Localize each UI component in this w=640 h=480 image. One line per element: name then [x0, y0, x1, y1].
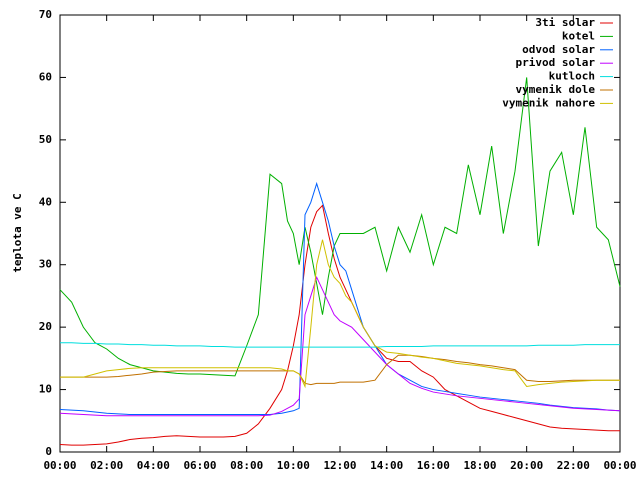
y-tick-label: 10	[39, 383, 52, 396]
y-axis-label: teplota ve C	[11, 193, 24, 272]
y-tick-label: 50	[39, 133, 52, 146]
x-tick-label: 00:00	[603, 459, 636, 472]
x-tick-label: 02:00	[90, 459, 123, 472]
legend-label: kotel	[562, 29, 595, 42]
y-tick-label: 30	[39, 258, 52, 271]
x-tick-label: 16:00	[417, 459, 450, 472]
x-tick-label: 14:00	[370, 459, 403, 472]
series-line	[59, 204, 620, 446]
x-tick-label: 10:00	[277, 459, 310, 472]
series-line	[59, 77, 621, 377]
x-tick-label: 00:00	[43, 459, 76, 472]
legend-label: privod solar	[516, 56, 596, 69]
legend-label: vymenik nahore	[502, 96, 595, 109]
legend-label: 3ti solar	[535, 16, 595, 29]
x-tick-label: 04:00	[137, 459, 170, 472]
series-line	[60, 239, 620, 389]
x-tick-label: 08:00	[230, 459, 263, 472]
series-line	[60, 354, 620, 386]
y-tick-label: 70	[39, 8, 52, 21]
y-tick-label: 60	[39, 70, 52, 83]
legend-label: kutloch	[549, 70, 595, 83]
plot-border	[59, 14, 621, 453]
y-tick-label: 40	[39, 195, 52, 208]
y-tick-label: 0	[45, 445, 52, 458]
series-line	[60, 342, 620, 348]
x-tick-label: 06:00	[183, 459, 216, 472]
legend-label: odvod solar	[522, 43, 595, 56]
x-tick-label: 20:00	[510, 459, 543, 472]
y-tick-label: 20	[39, 320, 52, 333]
x-tick-label: 18:00	[463, 459, 496, 472]
legend-label: vymenik dole	[516, 83, 596, 96]
series-line	[59, 275, 621, 417]
x-tick-label: 22:00	[557, 459, 590, 472]
x-tick-label: 12:00	[323, 459, 356, 472]
series-line	[59, 181, 621, 416]
